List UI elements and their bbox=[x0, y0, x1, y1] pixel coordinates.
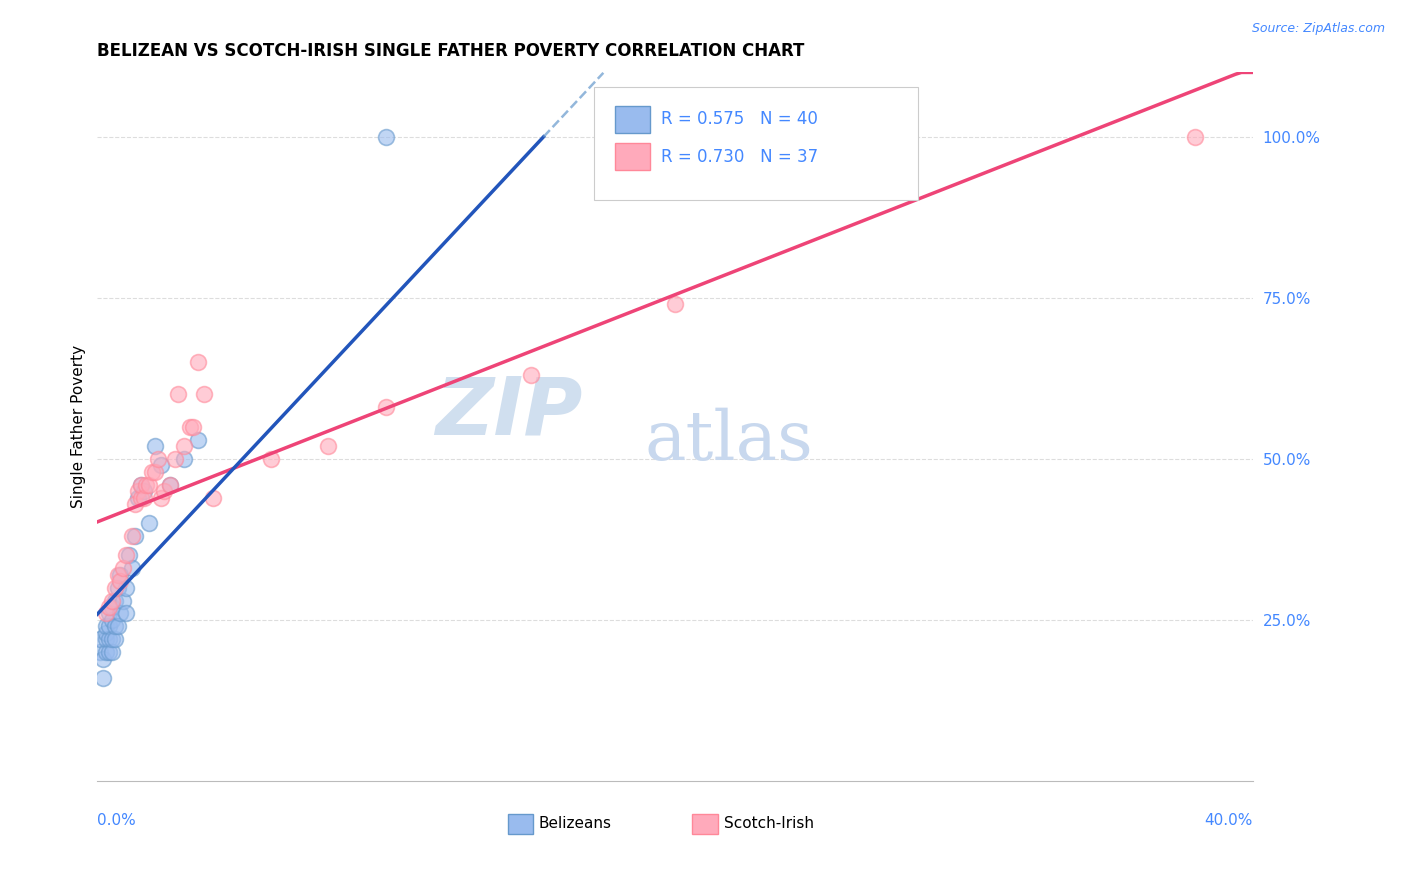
Point bbox=[101, 593, 124, 607]
Point bbox=[97, 645, 120, 659]
Point bbox=[104, 632, 127, 647]
Y-axis label: Single Father Poverty: Single Father Poverty bbox=[72, 345, 86, 508]
Point bbox=[201, 491, 224, 505]
Bar bbox=[693, 814, 718, 834]
Point bbox=[115, 549, 138, 563]
FancyBboxPatch shape bbox=[595, 87, 918, 200]
Point bbox=[107, 581, 129, 595]
Text: Belizeans: Belizeans bbox=[538, 816, 612, 830]
Point bbox=[94, 607, 117, 621]
Point bbox=[664, 129, 686, 144]
Point bbox=[107, 567, 129, 582]
Point bbox=[101, 645, 124, 659]
Point bbox=[104, 619, 127, 633]
Point bbox=[110, 574, 132, 589]
Point bbox=[97, 632, 120, 647]
Point bbox=[107, 619, 129, 633]
Point bbox=[124, 529, 146, 543]
Bar bbox=[508, 814, 533, 834]
Point bbox=[127, 484, 149, 499]
Point bbox=[129, 491, 152, 505]
Point bbox=[115, 607, 138, 621]
Bar bbox=[614, 144, 650, 170]
Point bbox=[121, 561, 143, 575]
Point bbox=[89, 645, 111, 659]
Point bbox=[165, 451, 187, 466]
Point bbox=[91, 671, 114, 685]
Point bbox=[1184, 129, 1206, 144]
Point bbox=[143, 439, 166, 453]
Point bbox=[101, 599, 124, 614]
Text: R = 0.730   N = 37: R = 0.730 N = 37 bbox=[661, 148, 818, 166]
Point bbox=[104, 581, 127, 595]
Point bbox=[115, 581, 138, 595]
Point bbox=[110, 567, 132, 582]
Point bbox=[138, 516, 160, 531]
Point bbox=[94, 625, 117, 640]
Point bbox=[167, 387, 190, 401]
Point bbox=[173, 451, 195, 466]
Point bbox=[181, 419, 204, 434]
Point bbox=[112, 593, 135, 607]
Point bbox=[101, 613, 124, 627]
Point bbox=[124, 497, 146, 511]
Point bbox=[127, 491, 149, 505]
Text: BELIZEAN VS SCOTCH-IRISH SINGLE FATHER POVERTY CORRELATION CHART: BELIZEAN VS SCOTCH-IRISH SINGLE FATHER P… bbox=[97, 42, 804, 60]
Point bbox=[97, 619, 120, 633]
Point bbox=[129, 477, 152, 491]
Point bbox=[94, 619, 117, 633]
Point bbox=[141, 465, 163, 479]
Point bbox=[260, 451, 283, 466]
Point bbox=[143, 465, 166, 479]
Point bbox=[97, 599, 120, 614]
Text: 0.0%: 0.0% bbox=[97, 813, 136, 828]
Point bbox=[97, 607, 120, 621]
Text: Scotch-Irish: Scotch-Irish bbox=[724, 816, 814, 830]
Point bbox=[375, 129, 398, 144]
Point bbox=[121, 529, 143, 543]
Point bbox=[118, 549, 141, 563]
Point bbox=[94, 632, 117, 647]
Point bbox=[112, 561, 135, 575]
Point bbox=[187, 355, 209, 369]
Point bbox=[187, 433, 209, 447]
Point bbox=[193, 387, 215, 401]
Point bbox=[132, 484, 155, 499]
Point bbox=[89, 632, 111, 647]
Point bbox=[159, 477, 181, 491]
Point bbox=[173, 439, 195, 453]
Point bbox=[149, 458, 172, 473]
Point bbox=[153, 484, 176, 499]
Point bbox=[664, 297, 686, 311]
Text: Source: ZipAtlas.com: Source: ZipAtlas.com bbox=[1251, 22, 1385, 36]
Point bbox=[138, 477, 160, 491]
Point bbox=[146, 451, 169, 466]
Point bbox=[159, 477, 181, 491]
Text: ZIP: ZIP bbox=[436, 374, 582, 451]
Point bbox=[519, 368, 541, 383]
Point bbox=[135, 477, 157, 491]
Point bbox=[318, 439, 340, 453]
Point bbox=[104, 593, 127, 607]
Point bbox=[129, 477, 152, 491]
Point bbox=[110, 607, 132, 621]
Point bbox=[94, 645, 117, 659]
Text: atlas: atlas bbox=[645, 408, 814, 474]
Point bbox=[375, 401, 398, 415]
Point bbox=[149, 491, 172, 505]
Point bbox=[101, 632, 124, 647]
Bar bbox=[614, 106, 650, 133]
Point bbox=[179, 419, 201, 434]
Point bbox=[132, 491, 155, 505]
Text: 40.0%: 40.0% bbox=[1205, 813, 1253, 828]
Point bbox=[896, 162, 918, 177]
Text: R = 0.575   N = 40: R = 0.575 N = 40 bbox=[661, 111, 818, 128]
Point bbox=[91, 651, 114, 665]
